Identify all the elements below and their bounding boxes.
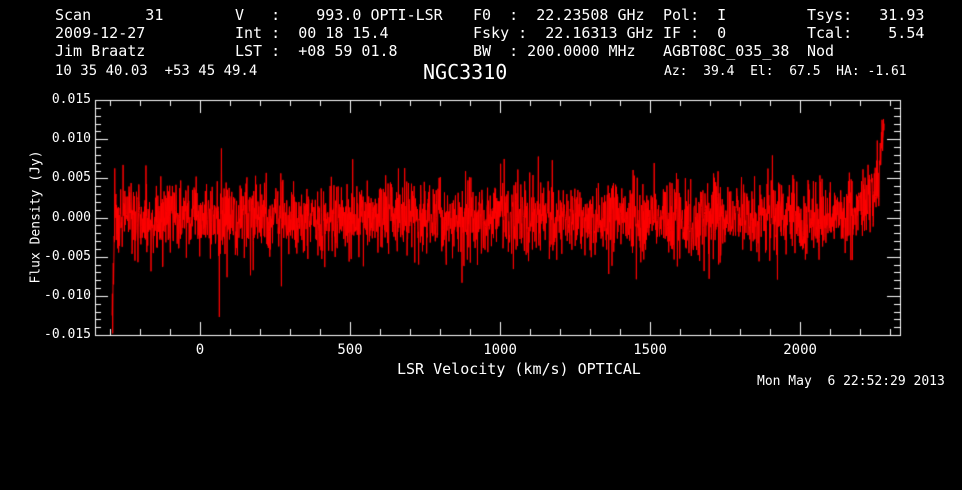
y-tick-label: -0.005 xyxy=(44,248,91,264)
plot-timestamp: Mon May 6 22:52:29 2013 xyxy=(757,374,945,389)
header-scan-block: Scan 31 2009-12-27 Jim Braatz xyxy=(55,6,163,60)
cal-temperature: Tcal: 5.54 xyxy=(807,24,925,42)
scan-date: 2009-12-27 xyxy=(55,24,146,42)
x-tick-label: 0 xyxy=(195,342,205,358)
lst-time: LST : +08 59 01.8 xyxy=(235,42,398,60)
system-temperature: Tsys: 31.93 xyxy=(807,6,925,24)
az-el-ha-readout: Az: 39.4 El: 67.5 HA: -1.61 xyxy=(664,64,907,79)
scan-number: Scan 31 xyxy=(55,6,164,24)
y-tick-label: -0.010 xyxy=(44,287,91,303)
header-velocity-block: V : 993.0 OPTI-LSR Int : 00 18 15.4 LST … xyxy=(235,6,443,60)
y-tick-label: 0.010 xyxy=(51,131,91,147)
y-tick-label: 0.000 xyxy=(51,209,91,225)
x-tick-label: 1000 xyxy=(483,342,517,358)
source-name-title: NGC3310 xyxy=(423,60,508,84)
bandwidth: BW : 200.0000 MHz xyxy=(473,42,636,60)
source-coordinates: 10 35 40.03 +53 45 49.4 xyxy=(55,63,258,79)
x-tick-label: 500 xyxy=(337,342,363,358)
header-temp-block: Tsys: 31.93 Tcal: 5.54 Nod xyxy=(807,6,924,60)
y-tick-label: 0.015 xyxy=(51,92,91,107)
x-axis-title: LSR Velocity (km/s) OPTICAL xyxy=(397,360,641,378)
x-tick-label: 2000 xyxy=(783,342,817,358)
polarization: Pol: I xyxy=(663,6,727,24)
project-id: AGBT08C_035_38 xyxy=(663,42,790,60)
integration-time: Int : 00 18 15.4 xyxy=(235,24,389,42)
rest-frequency: F0 : 22.23508 GHz xyxy=(473,6,645,24)
observer-name: Jim Braatz xyxy=(55,42,146,60)
source-velocity: V : 993.0 OPTI-LSR xyxy=(235,6,443,24)
header-pol-block: Pol: I IF : 0 AGBT08C_035_38 xyxy=(663,6,789,60)
sky-frequency: Fsky : 22.16313 GHz xyxy=(473,24,654,42)
y-tick-label: -0.015 xyxy=(44,327,91,342)
if-number: IF : 0 xyxy=(663,24,727,42)
y-tick-label: 0.005 xyxy=(51,170,91,186)
header-frequency-block: F0 : 22.23508 GHz Fsky : 22.16313 GHz BW… xyxy=(473,6,654,60)
x-tick-label: 1500 xyxy=(633,342,667,358)
observing-mode: Nod xyxy=(807,42,835,60)
